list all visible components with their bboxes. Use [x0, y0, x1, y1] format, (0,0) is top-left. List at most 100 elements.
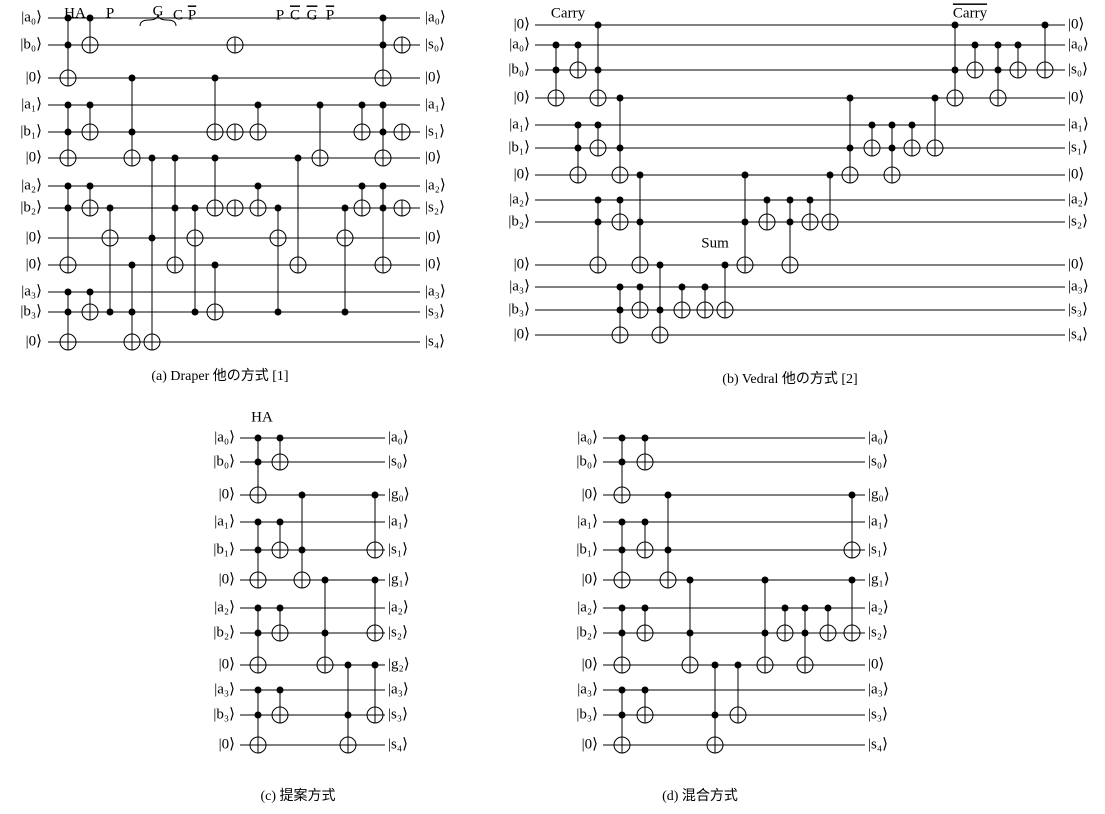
output-label: |s₁⟩	[1068, 139, 1088, 155]
control-dot	[781, 604, 789, 612]
output-label: |s₃⟩	[388, 706, 408, 722]
control-dot	[379, 204, 387, 212]
control-dot	[734, 661, 742, 669]
output-label: |0⟩	[1068, 16, 1084, 32]
control-dot	[379, 182, 387, 190]
annotation: HA	[251, 409, 273, 425]
input-label: |b₀⟩	[20, 36, 42, 52]
control-dot	[888, 144, 896, 152]
input-label: |a₁⟩	[509, 116, 530, 132]
output-label: |s₁⟩	[425, 123, 445, 139]
annotation: Sum	[701, 235, 729, 251]
annotation: G	[153, 3, 164, 19]
control-dot	[171, 154, 179, 162]
control-dot	[616, 94, 624, 102]
input-label: |b₃⟩	[20, 303, 42, 319]
control-dot	[636, 283, 644, 291]
control-dot	[64, 288, 72, 296]
output-label: |s₁⟩	[868, 541, 888, 557]
control-dot	[786, 196, 794, 204]
control-dot	[128, 74, 136, 82]
control-dot	[64, 101, 72, 109]
control-dot	[618, 458, 626, 466]
control-dot	[1014, 41, 1022, 49]
output-label: |a₂⟩	[868, 599, 889, 615]
control-dot	[951, 66, 959, 74]
input-label: |b₃⟩	[576, 706, 598, 722]
control-dot	[64, 308, 72, 316]
control-dot	[848, 491, 856, 499]
input-label: |a₀⟩	[577, 429, 598, 445]
output-label: |a₁⟩	[868, 513, 889, 529]
input-label: |a₀⟩	[509, 36, 530, 52]
control-dot	[274, 308, 282, 316]
caption: (d) 混合方式	[662, 788, 738, 804]
input-label: |a₀⟩	[21, 9, 42, 25]
control-dot	[678, 283, 686, 291]
control-dot	[711, 661, 719, 669]
control-dot	[371, 661, 379, 669]
control-dot	[64, 204, 72, 212]
control-dot	[618, 604, 626, 612]
input-label: |b₁⟩	[213, 541, 235, 557]
control-dot	[641, 434, 649, 442]
output-label: |a₀⟩	[388, 429, 409, 445]
control-dot	[211, 74, 219, 82]
input-label: |b₃⟩	[508, 301, 530, 317]
control-dot	[616, 283, 624, 291]
control-dot	[298, 491, 306, 499]
input-label: |a₁⟩	[214, 513, 235, 529]
output-label: |a₃⟩	[868, 681, 889, 697]
control-dot	[701, 283, 709, 291]
control-dot	[664, 491, 672, 499]
input-label: |b₂⟩	[576, 624, 598, 640]
control-dot	[641, 518, 649, 526]
control-dot	[552, 41, 560, 49]
control-dot	[721, 261, 729, 269]
circuit-panel: |0⟩ |a₀⟩ |b₀⟩ |0⟩ |a₁⟩ |b₁⟩ |0⟩ |a₂⟩ |b₂⟩ |0⟩ |a₃⟩…	[508, 5, 1088, 387]
output-label: |a₃⟩	[425, 283, 446, 299]
control-dot	[254, 182, 262, 190]
control-dot	[64, 14, 72, 22]
input-label: |0⟩	[26, 149, 42, 165]
output-label: |g₀⟩	[388, 486, 410, 502]
control-dot	[191, 308, 199, 316]
input-label: |a₂⟩	[509, 191, 530, 207]
control-dot	[574, 144, 582, 152]
input-label: |0⟩	[582, 736, 598, 752]
control-dot	[594, 196, 602, 204]
control-dot	[128, 261, 136, 269]
output-label: |a₂⟩	[388, 599, 409, 615]
control-dot	[761, 576, 769, 584]
control-dot	[888, 121, 896, 129]
control-dot	[846, 144, 854, 152]
output-label: |a₃⟩	[388, 681, 409, 697]
control-dot	[574, 121, 582, 129]
output-label: |0⟩	[425, 69, 441, 85]
input-label: |a₂⟩	[21, 177, 42, 193]
input-label: |b₀⟩	[213, 453, 235, 469]
input-label: |b₂⟩	[508, 213, 530, 229]
control-dot	[321, 576, 329, 584]
output-label: |a₂⟩	[425, 177, 446, 193]
output-label: |s₃⟩	[425, 303, 445, 319]
output-label: |a₀⟩	[868, 429, 889, 445]
control-dot	[664, 546, 672, 554]
annotation: P	[106, 5, 114, 21]
input-label: |0⟩	[514, 16, 530, 32]
annotation: P	[188, 7, 196, 23]
control-dot	[848, 576, 856, 584]
control-dot	[106, 308, 114, 316]
control-dot	[594, 66, 602, 74]
input-label: |a₃⟩	[21, 283, 42, 299]
control-dot	[636, 171, 644, 179]
control-dot	[594, 21, 602, 29]
control-dot	[371, 576, 379, 584]
output-label: |g₁⟩	[868, 571, 890, 587]
output-label: |0⟩	[1068, 166, 1084, 182]
input-label: |0⟩	[219, 571, 235, 587]
control-dot	[994, 41, 1002, 49]
control-dot	[1041, 21, 1049, 29]
output-label: |a₂⟩	[1068, 191, 1089, 207]
caption: (c) 提案方式	[260, 787, 335, 804]
